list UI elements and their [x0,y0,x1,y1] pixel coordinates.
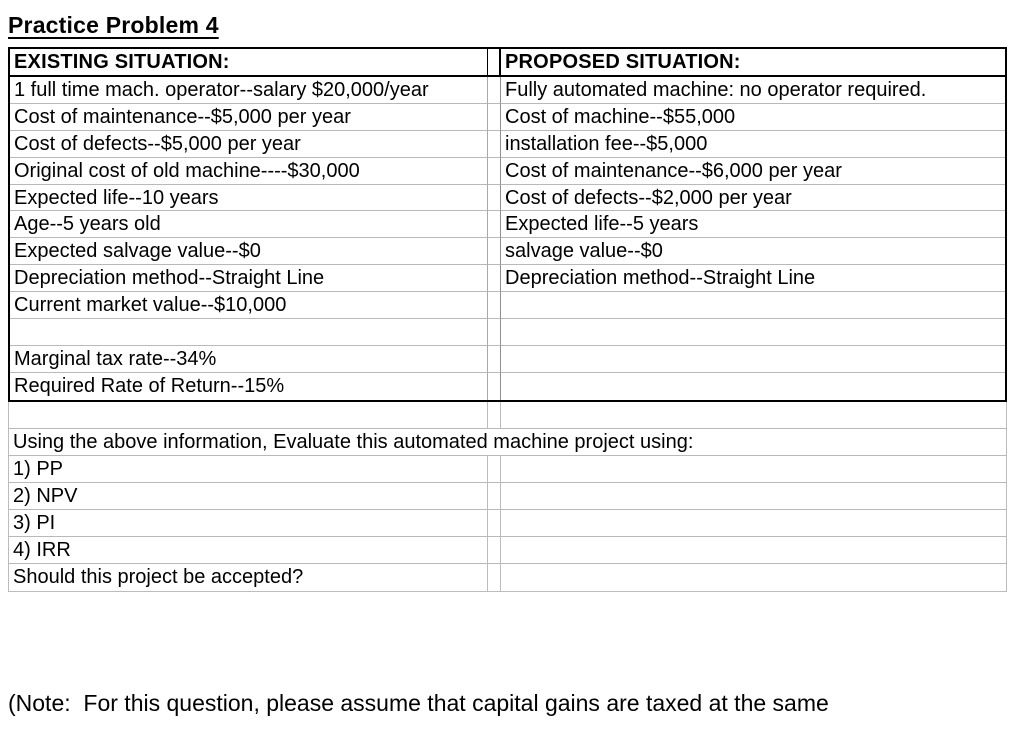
tasks-intro: Using the above information, Evaluate th… [9,429,1006,456]
existing-cell: Cost of maintenance--$5,000 per year [10,103,488,131]
spacer-cell [488,455,501,483]
existing-cell: Marginal tax rate--34% [10,345,488,373]
proposed-cell [501,373,1005,400]
existing-cell: Depreciation method--Straight Line [10,265,488,293]
task-item: 4) IRR [9,536,488,564]
existing-situation-header: EXISTING SITUATION: [10,49,488,77]
spacer-cell [488,103,501,131]
empty-cell [501,564,1006,591]
proposed-cell: Expected life--5 years [501,211,1005,239]
proposed-cell: Depreciation method--Straight Line [501,265,1005,293]
existing-cell: Required Rate of Return--15% [10,372,488,400]
spacer-cell [488,563,501,591]
tasks-table: Using the above information, Evaluate th… [8,401,1007,592]
header-spacer-cell [488,49,501,77]
empty-cell [501,456,1006,483]
existing-cell [10,319,488,346]
empty-cell [501,483,1006,510]
existing-cell: Expected life--10 years [10,184,488,212]
tasks-question: Should this project be accepted? [9,563,488,591]
spacer-cell [488,292,501,320]
situation-table: EXISTING SITUATION: PROPOSED SITUATION: … [8,47,1007,402]
note-text: (Note: For this question, please assume … [8,628,1024,756]
proposed-cell [501,292,1005,320]
proposed-cell: Fully automated machine: no operator req… [501,77,1005,104]
spacer-cell [488,130,501,158]
spacer-cell [488,536,501,564]
spacer-cell [488,211,501,239]
existing-cell: Current market value--$10,000 [10,292,488,320]
note-line-1: (Note: For this question, please assume … [8,689,829,716]
task-item: 3) PI [9,509,488,537]
spacer-cell [488,265,501,293]
spacer-cell [488,401,501,429]
spacer-cell [488,509,501,537]
spacer-cell [488,372,501,400]
proposed-cell: Cost of machine--$55,000 [501,104,1005,131]
task-item: 2) NPV [9,482,488,510]
spacer-cell [488,238,501,266]
empty-cell [501,402,1006,429]
existing-cell: Cost of defects--$5,000 per year [10,130,488,158]
proposed-cell: Cost of defects--$2,000 per year [501,185,1005,212]
page-title: Practice Problem 4 [8,12,219,38]
existing-cell: Original cost of old machine----$30,000 [10,157,488,185]
proposed-cell [501,346,1005,373]
existing-cell: Expected salvage value--$0 [10,238,488,266]
spacer-cell [488,77,501,104]
empty-cell [501,537,1006,564]
proposed-situation-header: PROPOSED SITUATION: [501,49,1005,77]
proposed-cell: installation fee--$5,000 [501,131,1005,158]
task-item: 1) PP [9,455,488,483]
proposed-cell: Cost of maintenance--$6,000 per year [501,158,1005,185]
spacer-cell [488,157,501,185]
empty-cell [501,510,1006,537]
spacer-cell [488,482,501,510]
existing-cell: Age--5 years old [10,211,488,239]
spacer-cell [488,345,501,373]
proposed-cell: salvage value--$0 [501,238,1005,266]
spacer-cell [488,184,501,212]
spacer-cell [488,319,501,346]
proposed-cell [501,319,1005,346]
existing-cell: 1 full time mach. operator--salary $20,0… [10,77,488,104]
empty-cell [9,401,488,429]
